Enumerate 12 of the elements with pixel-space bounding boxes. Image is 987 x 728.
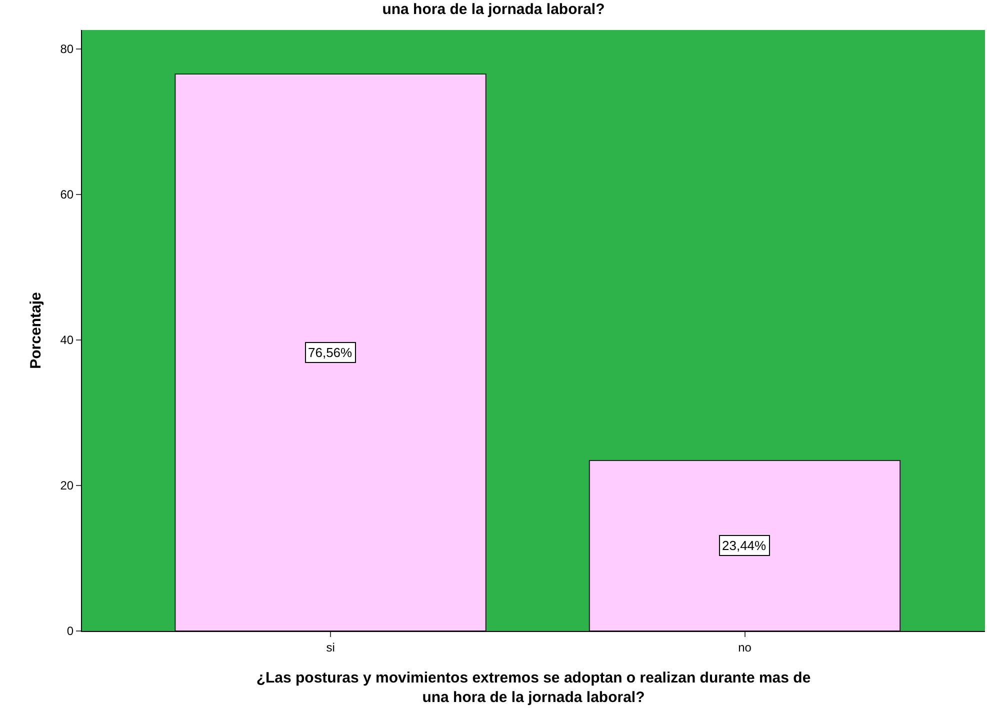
y-tick-label: 20: [60, 478, 74, 493]
y-tick-label: 0: [66, 624, 74, 638]
data-label: 23,44%: [722, 538, 767, 553]
y-tick-label: 80: [60, 42, 74, 56]
x-tick-label: no: [738, 640, 752, 654]
chart-title: una hora de la jornada laboral?: [382, 1, 605, 18]
y-axis-title: Porcentaje: [27, 292, 44, 369]
y-tick-label: 60: [60, 188, 74, 202]
data-label: 76,56%: [308, 345, 353, 360]
y-tick-label: 40: [60, 333, 74, 348]
x-axis-title: ¿Las posturas y movimientos extremos se adoptan o realizan durante mas de una hora de la jornada laboral?: [256, 669, 811, 706]
x-tick-label: si: [326, 640, 335, 654]
